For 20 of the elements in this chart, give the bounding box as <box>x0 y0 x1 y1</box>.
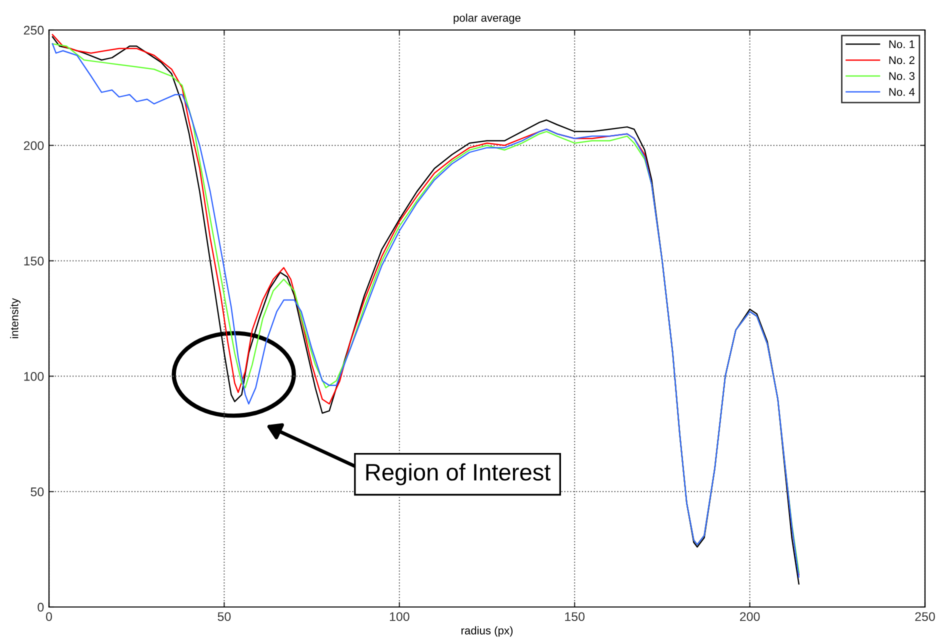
annotation: Region of Interest <box>366 463 551 486</box>
y-tick-label: 50 <box>30 487 44 496</box>
y-tick-label: 200 <box>24 141 44 150</box>
x-tick-label: 50 <box>218 612 231 622</box>
legend-label: No. 3 <box>889 72 915 80</box>
legend-label: No. 1 <box>889 40 914 48</box>
y-tick-label: 0 <box>38 602 44 612</box>
chart-title: polar average <box>454 14 520 24</box>
x-tick-label: 250 <box>915 612 935 622</box>
y-tick-label: 150 <box>24 256 44 266</box>
x-axis-title: radius (px) <box>461 626 513 637</box>
x-tick-label: 200 <box>740 612 760 622</box>
x-tick-label: 100 <box>390 612 410 622</box>
x-tick-label: 0 <box>46 612 52 622</box>
y-axis-title: intensity <box>10 298 21 338</box>
legend-label: No. 2 <box>889 56 914 64</box>
x-tick-label: 150 <box>565 612 585 622</box>
y-tick-label: 100 <box>24 372 44 381</box>
legend-label: No. 4 <box>889 88 915 96</box>
y-tick-label: 250 <box>24 26 44 35</box>
